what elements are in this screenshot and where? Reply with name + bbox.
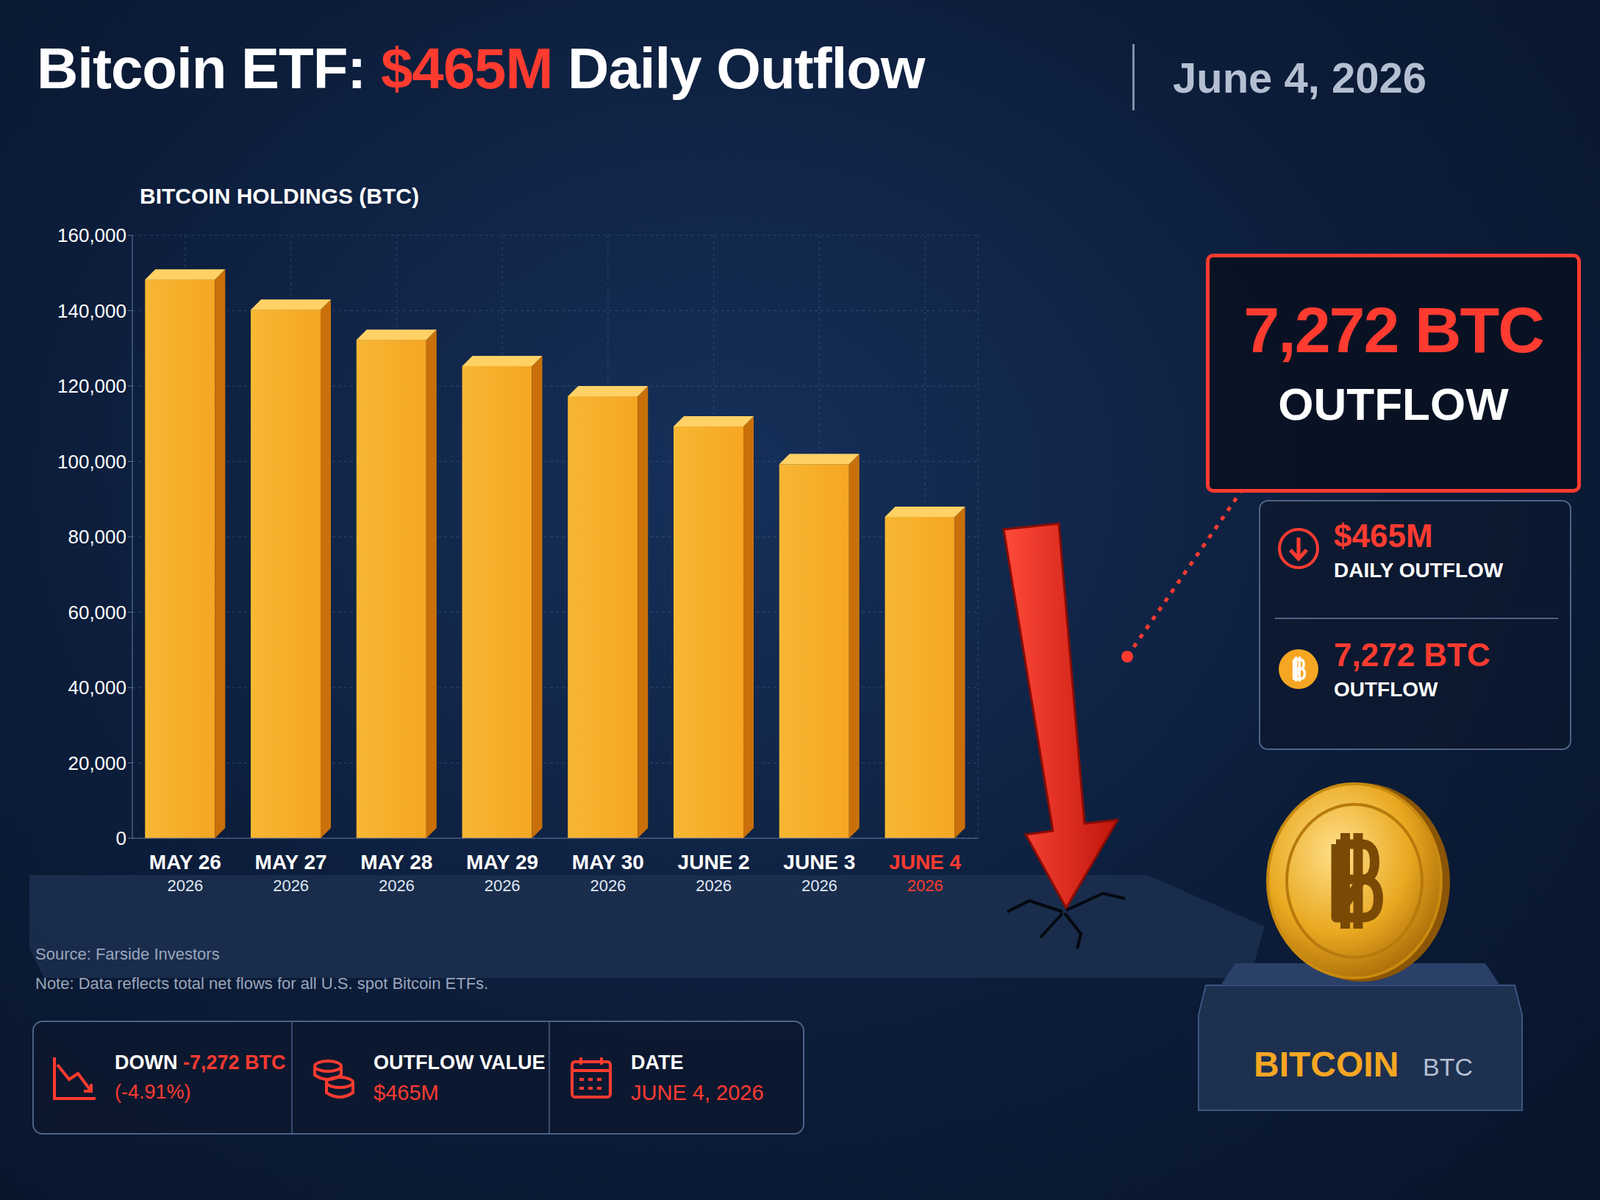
svg-text:160,000: 160,000 <box>57 224 127 247</box>
svg-text:MAY 292026: MAY 292026 <box>466 850 539 895</box>
html-text:Bitcoin ETF: $465M Daily Outfl: Bitcoin ETF: $465M Daily Outflow <box>36 36 925 101</box>
html-text:DAILY OUTFLOW: DAILY OUTFLOW <box>1333 558 1504 582</box>
html-text:OUTFLOW VALUE: OUTFLOW VALUE <box>373 1051 546 1074</box>
html-text:BITCOIN: BITCOIN <box>1253 1044 1399 1084</box>
svg-text:MAY 272026: MAY 272026 <box>255 850 328 895</box>
svg-text:20,000: 20,000 <box>67 752 127 775</box>
svg-text:MAY 262026: MAY 262026 <box>149 850 222 895</box>
html-text:June 4, 2026: June 4, 2026 <box>1172 53 1427 102</box>
html-text:JUNE 4, 2026: JUNE 4, 2026 <box>630 1080 764 1105</box>
svg-text:MAY 302026: MAY 302026 <box>572 850 645 895</box>
html-text:Note: Data reflects total net: Note: Data reflects total net flows for … <box>35 974 489 993</box>
svg-text:40,000: 40,000 <box>67 676 127 699</box>
svg-text:140,000: 140,000 <box>57 300 127 323</box>
svg-text:JUNE 42026: JUNE 42026 <box>888 850 962 895</box>
html-text:7,272 BTC: 7,272 BTC <box>1243 293 1544 367</box>
svg-text:100,000: 100,000 <box>57 450 127 473</box>
svg-text:JUNE 22026: JUNE 22026 <box>677 850 750 895</box>
html-text:7,272 BTC: 7,272 BTC <box>1333 636 1491 673</box>
svg-text:60,000: 60,000 <box>67 601 127 624</box>
html-text:Source: Farside Investors: Source: Farside Investors <box>35 944 220 964</box>
html-text:(-4.91%): (-4.91%) <box>114 1080 191 1103</box>
svg-text:80,000: 80,000 <box>67 525 127 548</box>
svg-text:0: 0 <box>116 827 127 850</box>
html-text:OUTFLOW: OUTFLOW <box>1278 378 1509 430</box>
html-text:BTC: BTC <box>1422 1052 1473 1081</box>
svg-text:120,000: 120,000 <box>57 375 127 398</box>
html-text:DOWN -7,272 BTC: DOWN -7,272 BTC <box>114 1051 286 1074</box>
html-text:DATE: DATE <box>630 1051 684 1074</box>
html-text:OUTFLOW: OUTFLOW <box>1333 677 1438 701</box>
html-text:$465M: $465M <box>373 1080 439 1105</box>
html-text:$465M: $465M <box>1333 517 1433 554</box>
html-text:BITCOIN HOLDINGS (BTC): BITCOIN HOLDINGS (BTC) <box>139 183 420 209</box>
svg-text:JUNE 32026: JUNE 32026 <box>783 850 856 895</box>
svg-text:MAY 282026: MAY 282026 <box>360 850 433 895</box>
